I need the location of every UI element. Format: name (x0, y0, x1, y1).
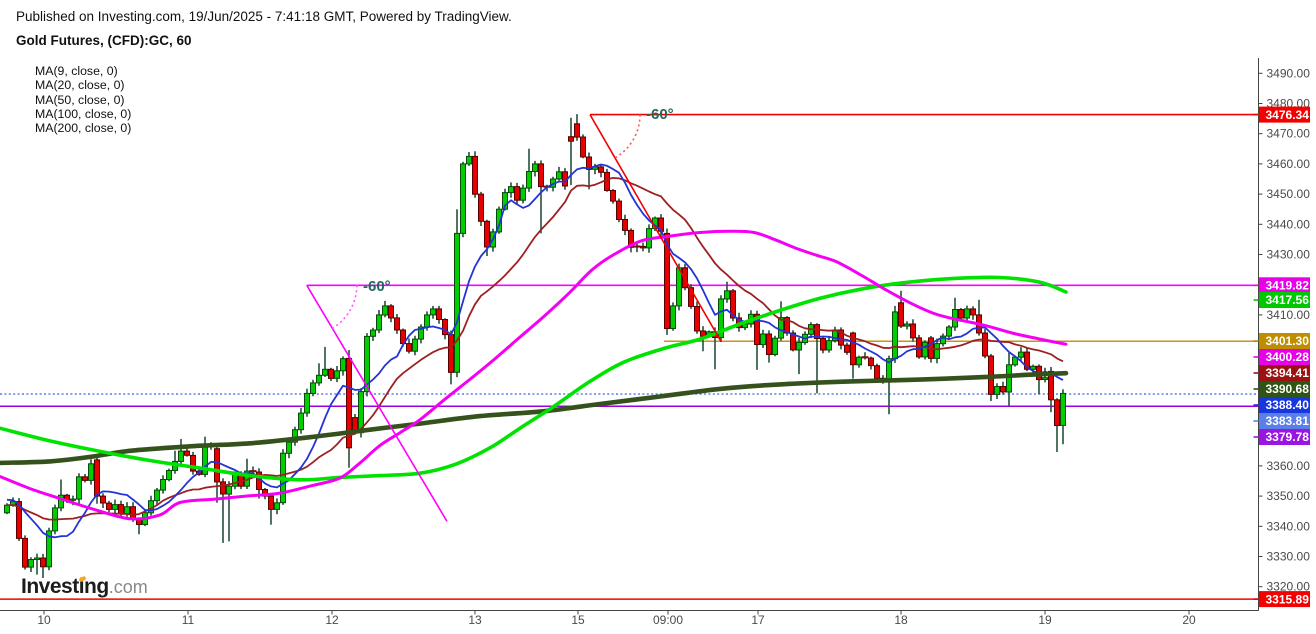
svg-text:3394.41: 3394.41 (1266, 366, 1310, 380)
svg-text:11: 11 (182, 613, 195, 627)
svg-text:3390.68: 3390.68 (1266, 382, 1310, 396)
svg-text:3360.00: 3360.00 (1267, 459, 1311, 473)
svg-text:3350.00: 3350.00 (1267, 489, 1311, 503)
svg-text:10: 10 (37, 613, 51, 627)
svg-text:3400.28: 3400.28 (1266, 350, 1310, 364)
svg-text:13: 13 (468, 613, 482, 627)
svg-text:3340.00: 3340.00 (1267, 519, 1311, 533)
svg-text:3417.56: 3417.56 (1266, 293, 1310, 307)
svg-text:3410.00: 3410.00 (1267, 308, 1311, 322)
svg-text:3383.81: 3383.81 (1266, 414, 1310, 428)
svg-text:18: 18 (894, 613, 908, 627)
svg-text:3315.89: 3315.89 (1266, 592, 1310, 606)
svg-text:3450.00: 3450.00 (1267, 187, 1311, 201)
svg-text:15: 15 (571, 613, 585, 627)
svg-text:3388.40: 3388.40 (1266, 398, 1310, 412)
svg-text:3440.00: 3440.00 (1267, 217, 1311, 231)
svg-text:3320.00: 3320.00 (1267, 580, 1311, 594)
svg-text:-60°: -60° (363, 278, 391, 295)
svg-text:3460.00: 3460.00 (1267, 157, 1311, 171)
svg-text:12: 12 (325, 613, 339, 627)
svg-text:3401.30: 3401.30 (1266, 334, 1310, 348)
svg-text:19: 19 (1038, 613, 1052, 627)
svg-text:-60°: -60° (646, 106, 674, 123)
svg-text:3430.00: 3430.00 (1267, 248, 1311, 262)
svg-text:20: 20 (1182, 613, 1196, 627)
svg-text:3379.78: 3379.78 (1266, 430, 1310, 444)
svg-text:3419.82: 3419.82 (1266, 279, 1310, 293)
svg-text:17: 17 (751, 613, 765, 627)
svg-text:3470.00: 3470.00 (1267, 127, 1311, 141)
svg-text:3330.00: 3330.00 (1267, 550, 1311, 564)
svg-text:3476.34: 3476.34 (1266, 108, 1310, 122)
svg-text:3490.00: 3490.00 (1267, 66, 1311, 80)
svg-text:09:00: 09:00 (653, 613, 683, 627)
